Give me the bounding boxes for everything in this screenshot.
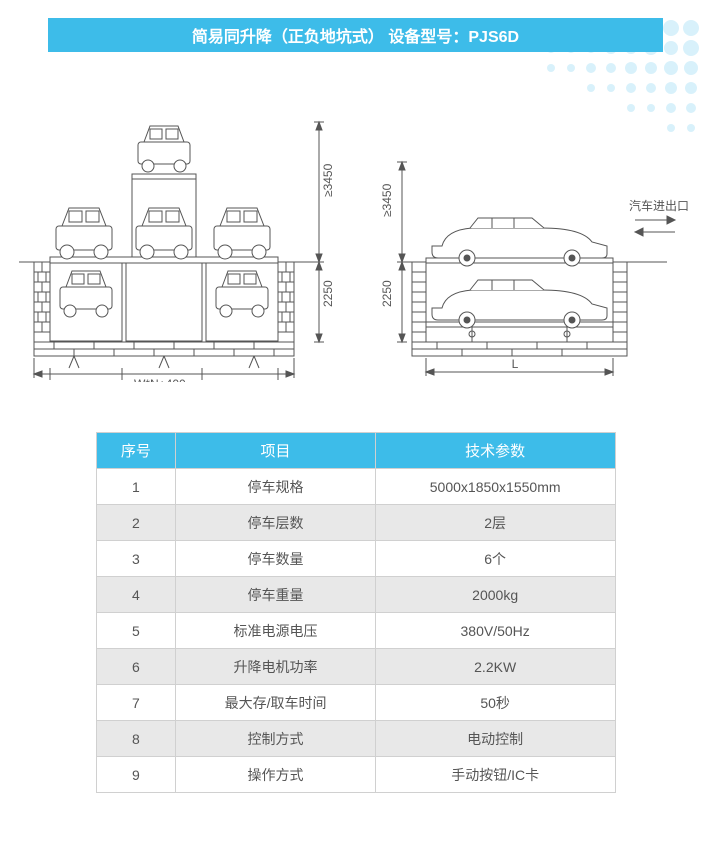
table-row: 3停车数量6个	[96, 541, 615, 577]
header-title: 简易同升降（正负地坑式） 设备型号：PJS6D	[48, 18, 663, 52]
table-row: 7最大存/取车时间50秒	[96, 685, 615, 721]
table-row: 2停车层数2层	[96, 505, 615, 541]
side-dim-bottom: 2250	[380, 280, 394, 307]
side-dim-top: ≥3450	[380, 183, 394, 217]
spec-table-header-row: 序号 项目 技术参数	[96, 433, 615, 469]
diagrams-row: ≥3450 2250 W*N+400	[8, 102, 703, 382]
table-row: 4停车重量2000kg	[96, 577, 615, 613]
table-row: 5标准电源电压380V/50Hz	[96, 613, 615, 649]
table-row: 1停车规格5000x1850x1550mm	[96, 469, 615, 505]
table-row: 6升降电机功率2.2KW	[96, 649, 615, 685]
col-header-index: 序号	[96, 433, 176, 469]
table-row: 9操作方式手动按钮/IC卡	[96, 757, 615, 793]
table-row: 8控制方式电动控制	[96, 721, 615, 757]
front-view-diagram: ≥3450 2250 W*N+400	[14, 102, 354, 382]
col-header-value: 技术参数	[375, 433, 615, 469]
front-dim-width: W*N+400	[134, 377, 186, 382]
entry-label: 汽车进出口	[629, 198, 689, 213]
front-dim-bottom: 2250	[321, 280, 335, 307]
front-dim-top: ≥3450	[321, 163, 335, 197]
side-view-diagram: 汽车进出口 ≥3450 2250	[367, 102, 697, 382]
side-dim-width: L	[511, 357, 518, 371]
col-header-item: 项目	[176, 433, 375, 469]
spec-table: 序号 项目 技术参数 1停车规格5000x1850x1550mm 2停车层数2层…	[96, 432, 616, 793]
